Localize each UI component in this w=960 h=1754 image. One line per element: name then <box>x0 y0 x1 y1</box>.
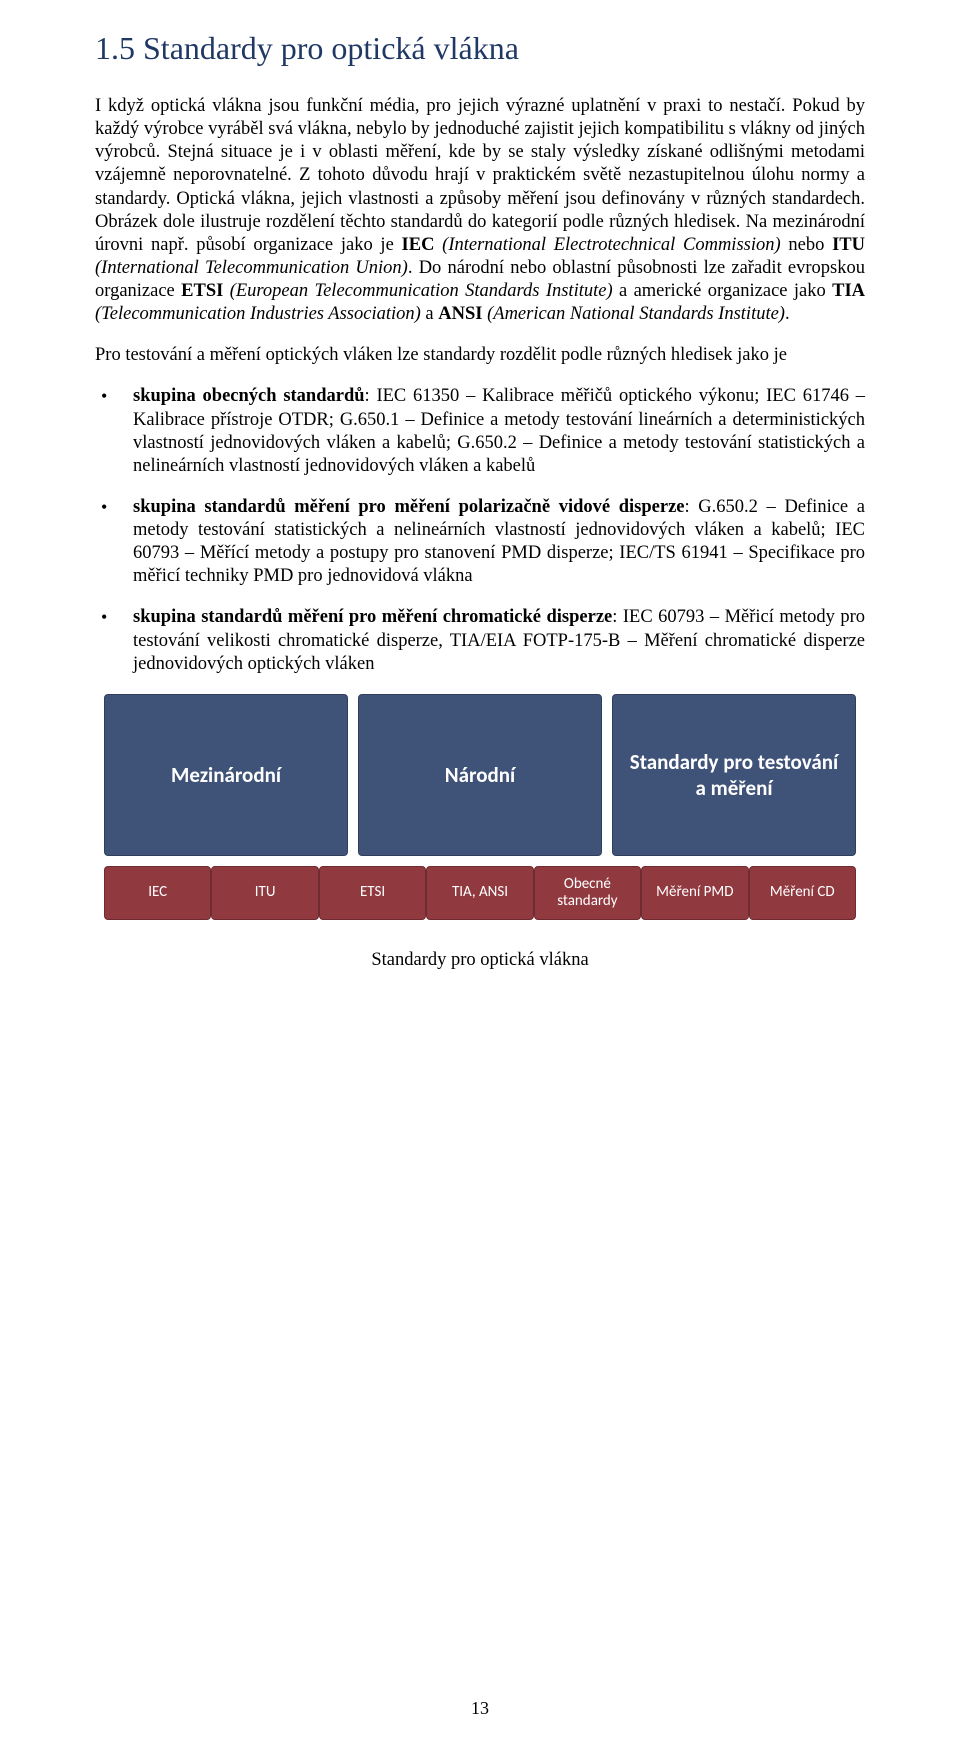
diagram-row-bottom: IEC ITU ETSI TIA, ANSI Obecné standardy … <box>104 866 856 920</box>
diagram-box-cd: Měření CD <box>749 866 856 920</box>
standards-diagram: Mezinárodní Národní Standardy pro testov… <box>104 694 856 920</box>
diagram-box-international: Mezinárodní <box>104 694 348 856</box>
diagram-row-top: Mezinárodní Národní Standardy pro testov… <box>104 694 856 856</box>
page: 1.5 Standardy pro optická vlákna I když … <box>0 0 960 1754</box>
section-heading: 1.5 Standardy pro optická vlákna <box>95 30 865 67</box>
list-item: skupina obecných standardů: IEC 61350 – … <box>95 385 865 478</box>
paragraph-intro: I když optická vlákna jsou funkční média… <box>95 95 865 326</box>
diagram-box-general: Obecné standardy <box>534 866 641 920</box>
figure-caption: Standardy pro optická vlákna <box>95 950 865 971</box>
diagram-box-tia-ansi: TIA, ANSI <box>426 866 533 920</box>
paragraph-lead: Pro testování a měření optických vláken … <box>95 344 865 367</box>
list-item: skupina standardů měření pro měření chro… <box>95 606 865 675</box>
diagram-box-itu: ITU <box>211 866 318 920</box>
page-number: 13 <box>0 1698 960 1719</box>
diagram-box-testing: Standardy pro testování a měření <box>612 694 856 856</box>
diagram-box-iec: IEC <box>104 866 211 920</box>
diagram-box-etsi: ETSI <box>319 866 426 920</box>
bullet-list: skupina obecných standardů: IEC 61350 – … <box>95 385 865 675</box>
diagram-box-pmd: Měření PMD <box>641 866 748 920</box>
list-item: skupina standardů měření pro měření pola… <box>95 496 865 589</box>
diagram-box-national: Národní <box>358 694 602 856</box>
